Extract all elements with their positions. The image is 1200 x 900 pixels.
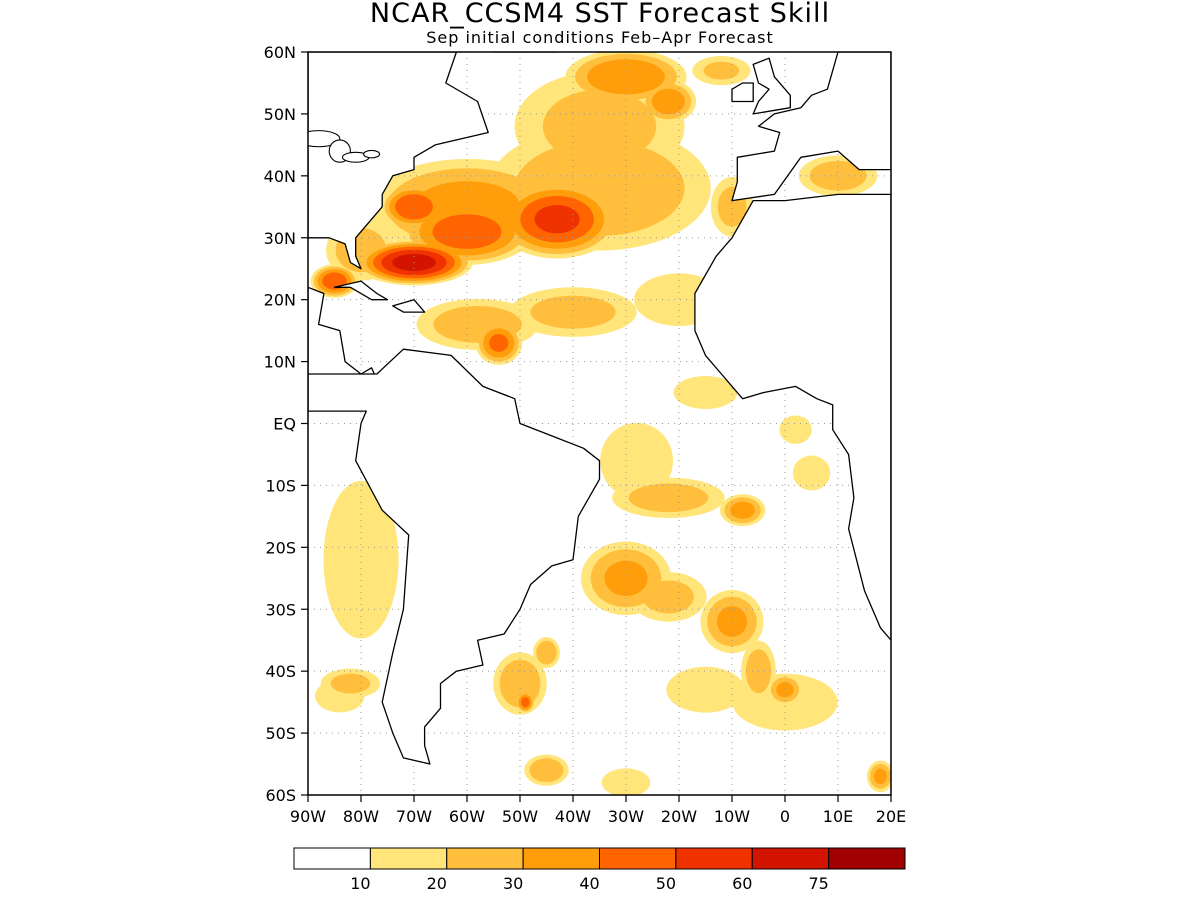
skill-contour [489,334,509,352]
great-lake [363,149,381,159]
skill-contour [530,295,616,329]
south-america-land [308,348,601,765]
legend-label: 50 [656,874,676,893]
skill-contour [323,480,399,639]
lon-tick-label: 90W [290,807,326,826]
skill-contour [534,205,580,234]
skill-contour [776,682,794,698]
skill-contour [529,758,564,783]
skill-contour [395,194,433,220]
skill-contour [330,673,371,694]
legend-swatch [446,847,524,870]
skill-contour [792,455,831,491]
lat-tick-label: 30S [265,600,296,619]
legend-swatch [522,847,600,870]
legend-label: 60 [732,874,752,893]
lon-tick-label: 0 [780,807,790,826]
lat-tick-label: 10N [264,353,296,372]
skill-contour [703,61,740,80]
legend-swatch [675,847,753,870]
legend-swatch [751,847,830,870]
skill-contour [666,666,745,713]
skill-contour [628,483,709,513]
lat-tick-label: 30N [264,229,296,248]
map-subtitle: Sep initial conditions Feb–Apr Forecast [426,28,774,47]
legend-swatch [293,847,371,870]
skill-contour [809,161,867,191]
lon-tick-label: 40W [555,807,591,826]
lon-tick-label: 20W [661,807,697,826]
ireland-land [731,82,754,103]
legend-label: 10 [350,874,370,893]
lat-tick-label: 40N [264,167,296,186]
lat-tick-label: 10S [265,476,296,495]
hispaniola-land [392,299,426,313]
lat-tick-label: 60N [264,43,296,62]
legend-label: 20 [427,874,447,893]
map-title: NCAR_CCSM4 SST Forecast Skill [369,0,831,29]
lon-tick-label: 60W [449,807,485,826]
legend-label: 30 [503,874,523,893]
lon-tick-label: 80W [343,807,379,826]
lon-tick-label: 70W [396,807,432,826]
color-legend: 10 20 30 40 50 60 75 [293,847,906,893]
skill-contour [642,580,694,614]
lon-tick-label: 50W [502,807,538,826]
skill-contour [779,415,812,444]
legend-swatch [599,847,677,870]
lat-tick-label: 20S [265,538,296,557]
land-mask [308,52,891,765]
skill-contour [716,606,748,637]
skill-contour [673,376,738,409]
cuba-land [333,280,389,301]
skill-contour [604,560,648,596]
latitude-labels: 60N 50N 40N 30N 20N 10N EQ 10S 20S 30S 40S 50S 60S [264,43,308,805]
central-america-land [308,286,378,381]
lat-tick-label: 60S [265,786,296,805]
skill-contour [542,89,657,163]
north-america-land [308,52,489,270]
skill-field [310,52,891,795]
great-lake [308,130,341,148]
legend-label: 40 [579,874,599,893]
europe-land [731,52,891,202]
skill-contour [651,88,685,115]
lat-tick-label: 20N [264,291,296,310]
lon-tick-label: 10W [714,807,750,826]
lon-tick-label: 10E [823,807,853,826]
longitude-labels: 90W 80W 70W 60W 50W 40W 30W 20W 10W 0 10E 20E [290,795,906,826]
legend-swatch [369,847,448,870]
legend-swatch [828,847,906,870]
africa-land [694,193,891,641]
legend-label: 75 [808,874,828,893]
lat-tick-label: 50S [265,724,296,743]
lat-tick-label: EQ [273,415,296,434]
skill-contour [521,697,530,708]
skill-contour [432,214,502,249]
skill-contour [601,768,651,795]
skill-contour [536,640,557,665]
great-britain-land [752,57,791,115]
skill-contour [873,768,887,785]
lon-tick-label: 20E [876,807,906,826]
lon-tick-label: 30W [608,807,644,826]
lat-tick-label: 40S [265,662,296,681]
skill-contour [730,501,755,519]
lat-tick-label: 50N [264,105,296,124]
skill-contour [413,181,521,233]
